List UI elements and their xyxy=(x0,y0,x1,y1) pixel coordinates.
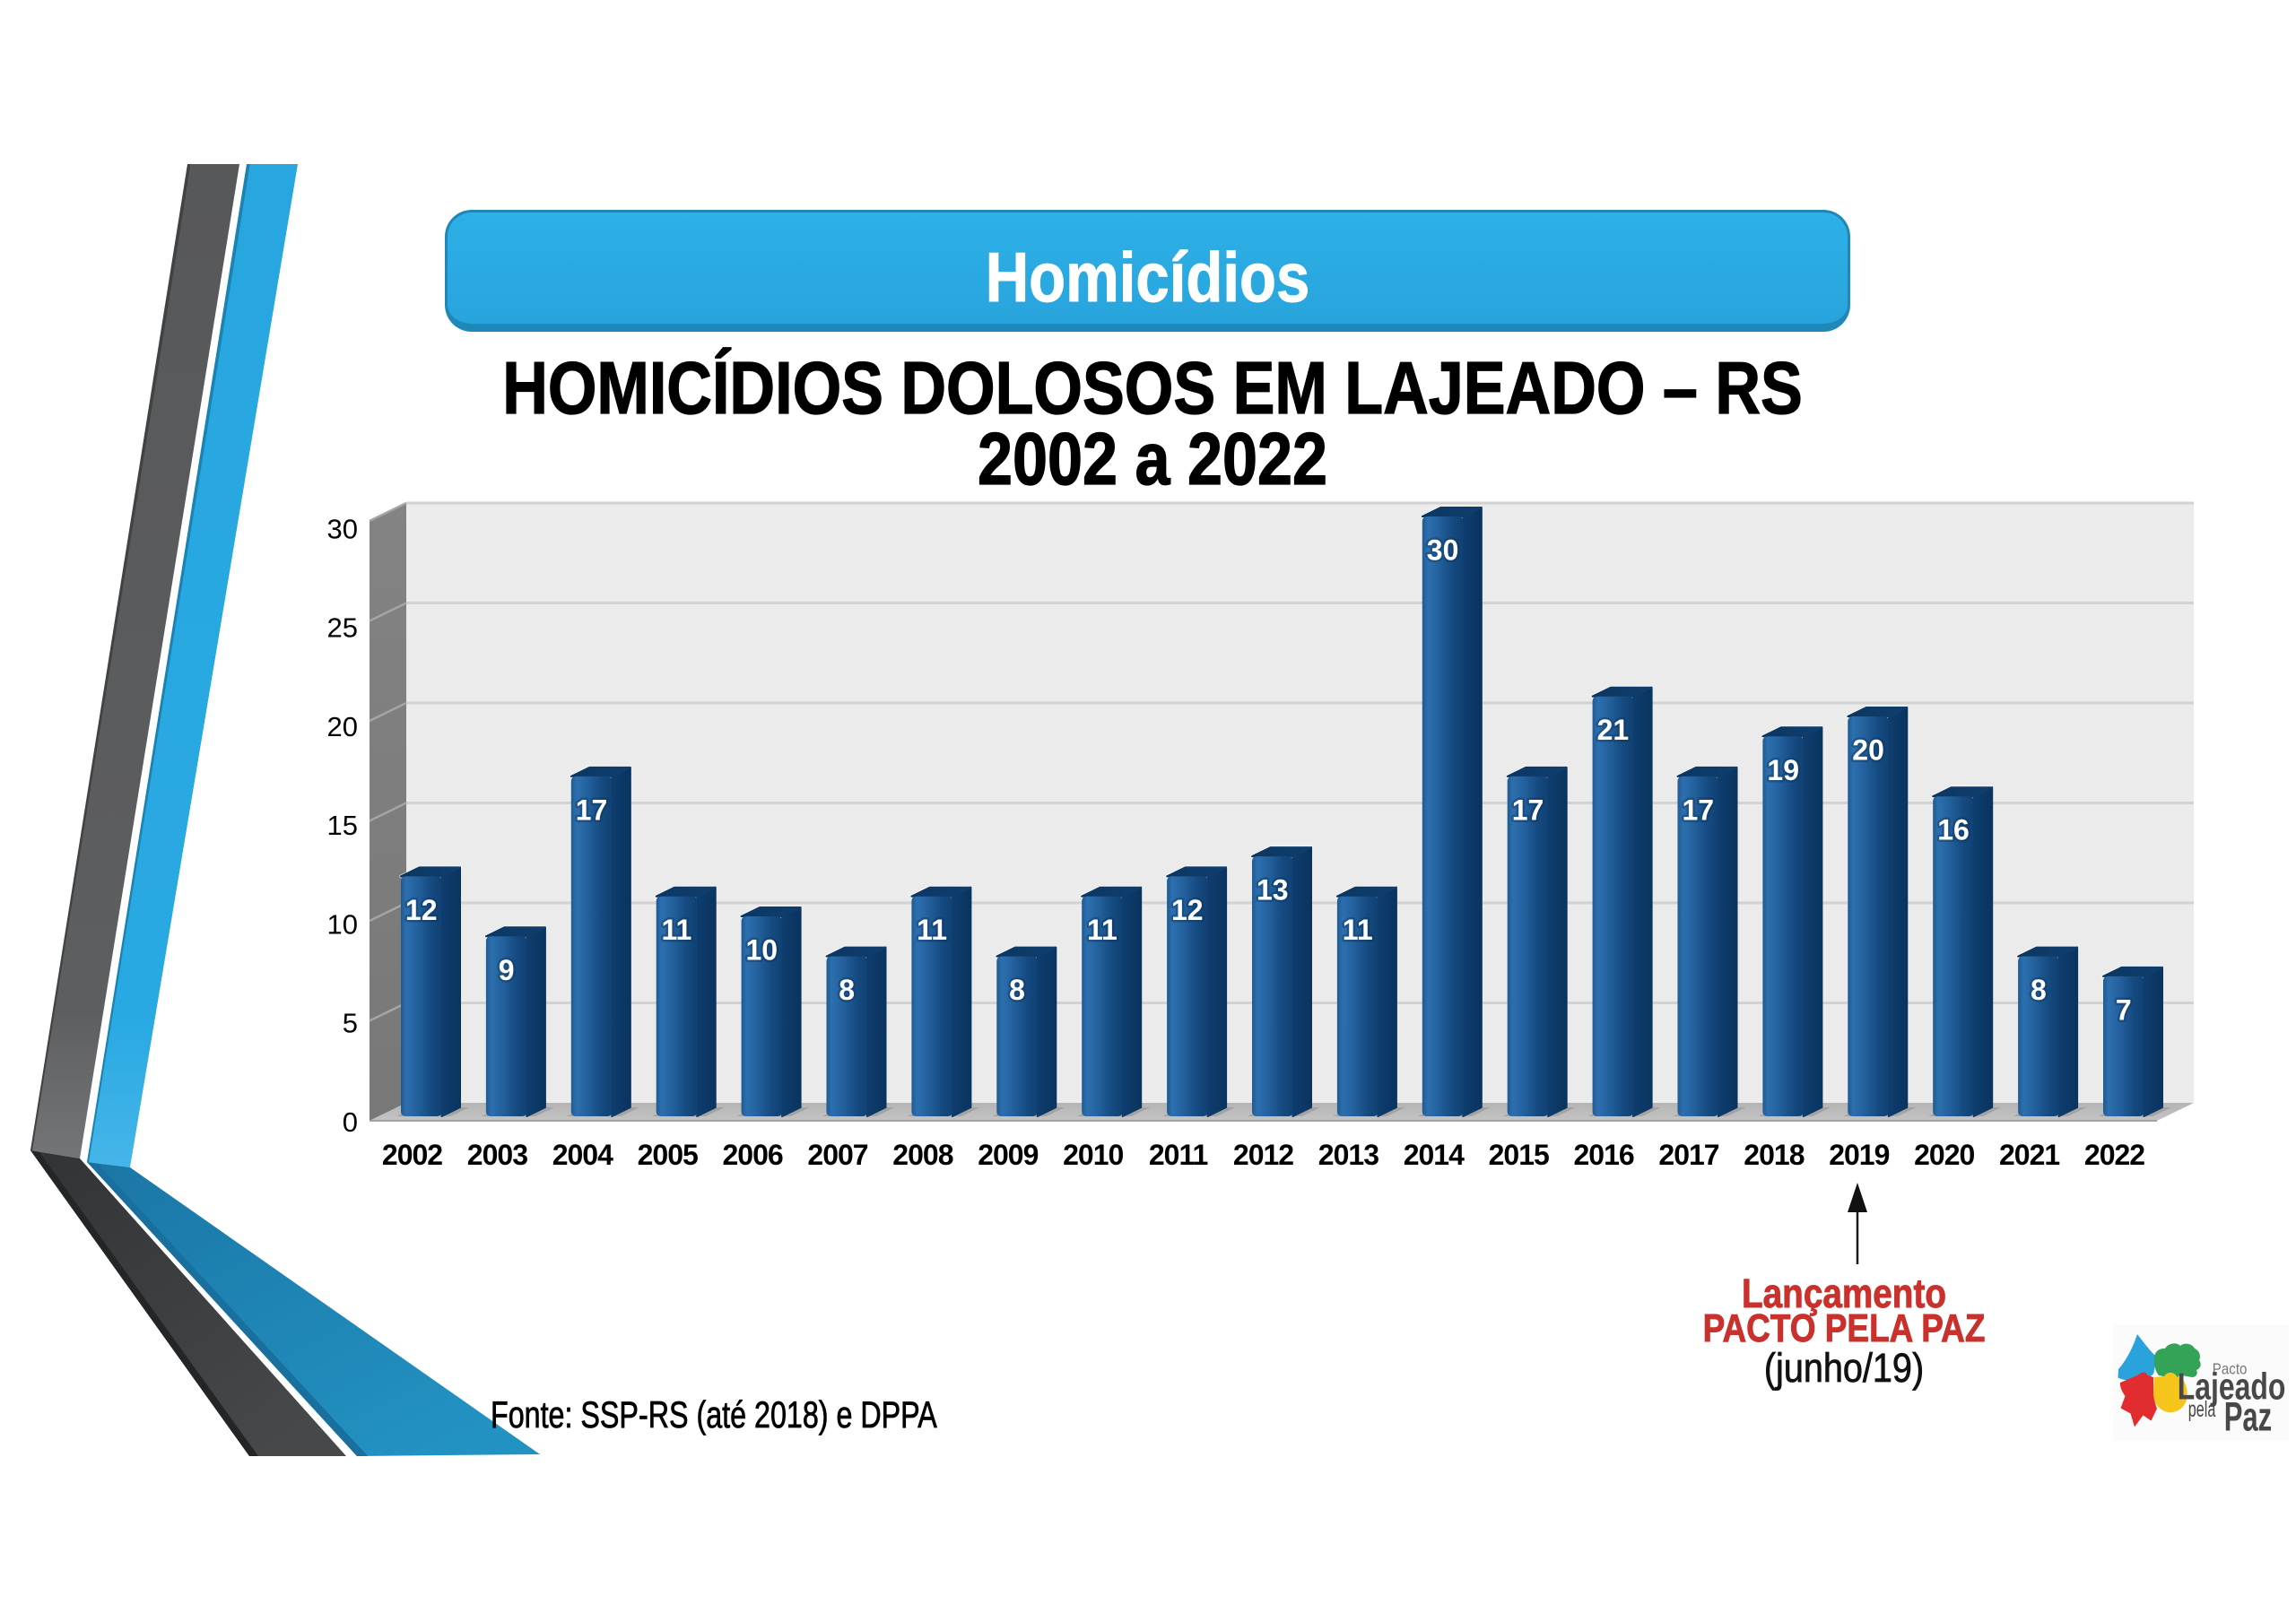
svg-text:2014: 2014 xyxy=(1404,1139,1465,1171)
svg-text:8: 8 xyxy=(839,974,855,1006)
svg-text:20: 20 xyxy=(1852,734,1884,767)
svg-text:11: 11 xyxy=(1343,914,1373,946)
svg-text:21: 21 xyxy=(1597,714,1630,746)
svg-text:8: 8 xyxy=(1009,974,1025,1006)
svg-text:9: 9 xyxy=(499,954,515,986)
svg-text:10: 10 xyxy=(746,934,778,967)
svg-text:17: 17 xyxy=(576,794,608,826)
svg-text:17: 17 xyxy=(1683,794,1715,826)
svg-text:11: 11 xyxy=(1343,914,1373,946)
svg-text:7: 7 xyxy=(2116,993,2132,1026)
svg-text:0: 0 xyxy=(343,1106,358,1138)
svg-text:30: 30 xyxy=(1427,534,1459,567)
svg-text:11: 11 xyxy=(661,914,691,946)
svg-text:8: 8 xyxy=(1009,974,1025,1006)
svg-text:20: 20 xyxy=(1852,734,1884,767)
svg-text:13: 13 xyxy=(1257,874,1289,906)
svg-text:20: 20 xyxy=(327,711,358,742)
svg-text:16: 16 xyxy=(1937,814,1970,846)
svg-text:2004: 2004 xyxy=(552,1139,613,1171)
svg-text:2007: 2007 xyxy=(807,1139,867,1171)
svg-text:17: 17 xyxy=(576,794,608,826)
svg-text:12: 12 xyxy=(405,894,438,926)
svg-text:11: 11 xyxy=(1087,914,1118,946)
svg-text:19: 19 xyxy=(1767,754,1799,786)
svg-text:2022: 2022 xyxy=(2084,1139,2144,1171)
svg-text:Paz: Paz xyxy=(2224,1395,2272,1440)
svg-text:2016: 2016 xyxy=(1574,1139,1634,1171)
svg-text:19: 19 xyxy=(1767,754,1799,786)
svg-text:17: 17 xyxy=(1512,794,1544,826)
svg-text:2009: 2009 xyxy=(978,1139,1038,1171)
svg-text:2010: 2010 xyxy=(1063,1139,1123,1171)
svg-text:9: 9 xyxy=(499,954,515,986)
svg-text:2002: 2002 xyxy=(382,1139,442,1171)
svg-text:11: 11 xyxy=(917,914,947,946)
svg-text:Lajeado: Lajeado xyxy=(2178,1365,2286,1407)
svg-text:30: 30 xyxy=(327,513,358,544)
svg-text:8: 8 xyxy=(2031,974,2047,1006)
svg-text:12: 12 xyxy=(1171,894,1204,926)
svg-text:17: 17 xyxy=(1512,794,1544,826)
svg-text:2006: 2006 xyxy=(723,1139,783,1171)
svg-text:10: 10 xyxy=(327,908,358,940)
svg-text:10: 10 xyxy=(746,934,778,967)
svg-text:5: 5 xyxy=(343,1008,358,1039)
svg-text:2018: 2018 xyxy=(1744,1139,1804,1171)
svg-text:16: 16 xyxy=(1937,814,1970,846)
svg-text:11: 11 xyxy=(917,914,947,946)
svg-text:8: 8 xyxy=(2031,974,2047,1006)
svg-text:12: 12 xyxy=(405,894,438,926)
svg-text:30: 30 xyxy=(1427,534,1459,567)
svg-text:15: 15 xyxy=(327,810,358,841)
svg-text:12: 12 xyxy=(1171,894,1204,926)
svg-text:2015: 2015 xyxy=(1489,1139,1549,1171)
svg-text:11: 11 xyxy=(1087,914,1118,946)
svg-text:21: 21 xyxy=(1597,714,1630,746)
svg-text:2013: 2013 xyxy=(1318,1139,1378,1171)
svg-text:2005: 2005 xyxy=(638,1139,698,1171)
svg-text:2008: 2008 xyxy=(892,1139,952,1171)
svg-text:pela: pela xyxy=(2188,1398,2216,1422)
svg-text:2017: 2017 xyxy=(1658,1139,1718,1171)
svg-text:2003: 2003 xyxy=(467,1139,527,1171)
svg-text:2020: 2020 xyxy=(1914,1139,1974,1171)
svg-text:2021: 2021 xyxy=(1999,1139,2059,1171)
svg-text:Pacto: Pacto xyxy=(2213,1359,2248,1378)
svg-text:2012: 2012 xyxy=(1233,1139,1293,1171)
svg-text:25: 25 xyxy=(327,612,358,644)
svg-text:2019: 2019 xyxy=(1829,1139,1889,1171)
svg-text:7: 7 xyxy=(2116,993,2132,1026)
svg-text:11: 11 xyxy=(661,914,691,946)
svg-text:2011: 2011 xyxy=(1149,1139,1208,1171)
svg-text:17: 17 xyxy=(1683,794,1715,826)
svg-text:8: 8 xyxy=(839,974,855,1006)
svg-text:13: 13 xyxy=(1257,874,1289,906)
